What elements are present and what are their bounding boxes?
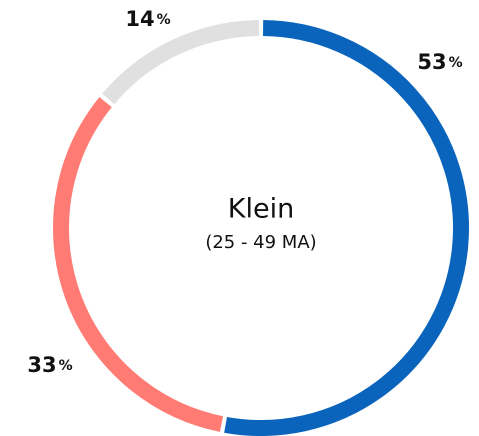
donut-segment — [102, 20, 260, 105]
label-number: 33 — [27, 353, 56, 377]
donut-segment — [53, 97, 224, 432]
label-number: 14 — [125, 7, 154, 31]
data-label: 53% — [417, 50, 462, 74]
label-unit: % — [157, 12, 171, 28]
label-unit: % — [59, 358, 73, 374]
center-title: Klein — [228, 194, 294, 225]
data-label: 33% — [27, 353, 72, 377]
center-subtitle: (25 - 49 MA) — [205, 232, 316, 253]
data-label: 14% — [125, 7, 170, 31]
label-unit: % — [449, 55, 463, 71]
donut-segment — [224, 20, 469, 436]
label-number: 53 — [417, 50, 446, 74]
